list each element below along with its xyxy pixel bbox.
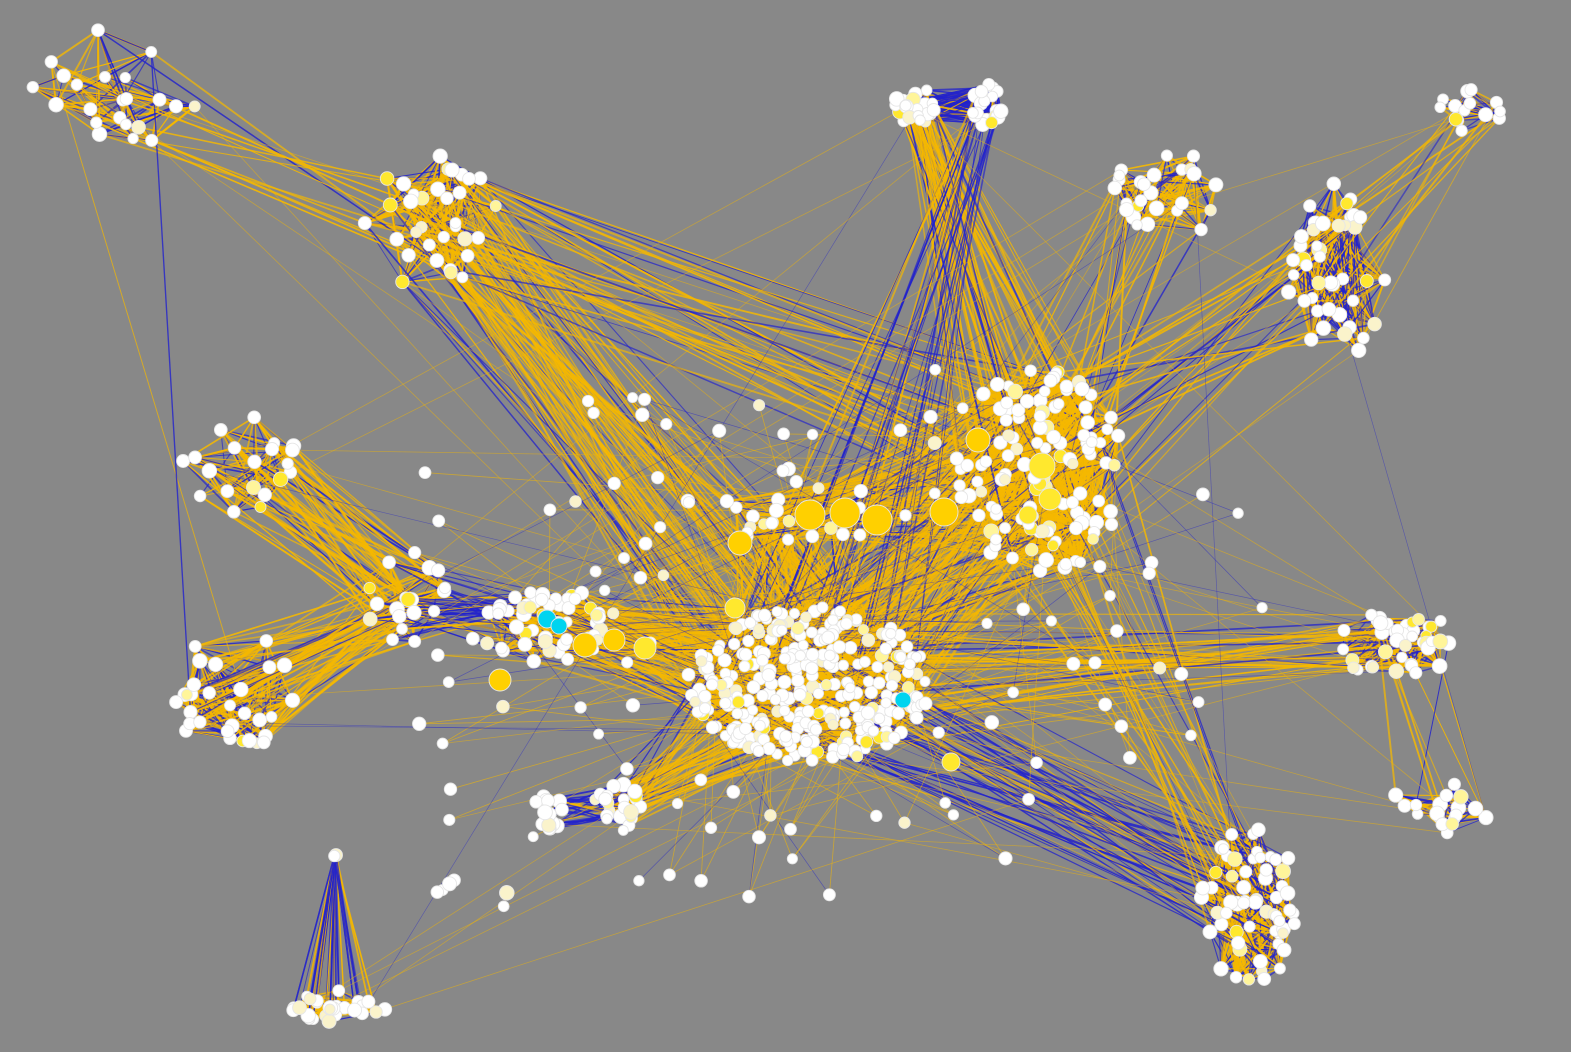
graph-edge bbox=[253, 417, 255, 488]
graph-edge bbox=[76, 29, 99, 85]
graph-edge bbox=[55, 29, 99, 106]
graph-edge bbox=[242, 640, 267, 742]
graph-edge bbox=[125, 76, 195, 108]
graph-edge bbox=[194, 456, 235, 513]
graph-edge bbox=[97, 29, 127, 100]
graph-edge bbox=[99, 133, 152, 141]
graph-edge bbox=[96, 121, 152, 142]
graph-edge bbox=[182, 460, 235, 513]
graph-edge bbox=[104, 76, 160, 101]
graph-edge bbox=[32, 86, 160, 101]
graph-edge bbox=[220, 429, 294, 447]
graph-edge bbox=[97, 29, 152, 53]
graph-edge bbox=[51, 61, 127, 100]
graph-edge bbox=[122, 51, 152, 101]
graph-edge bbox=[50, 29, 99, 63]
graph-edge bbox=[233, 442, 275, 513]
graph-edge bbox=[56, 97, 127, 106]
graph-edge bbox=[387, 168, 449, 180]
graph-edge bbox=[97, 29, 124, 101]
